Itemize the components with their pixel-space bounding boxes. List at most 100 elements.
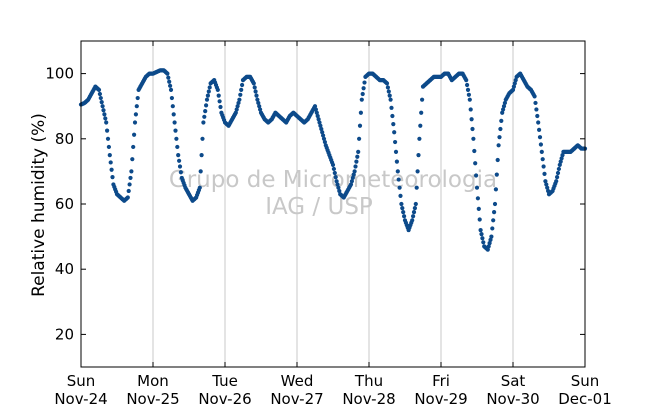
data-point [103, 116, 108, 121]
data-point [488, 237, 493, 242]
x-tick-day-label: Sun [571, 372, 600, 390]
x-tick-day-label: Sun [67, 372, 96, 390]
data-point [412, 205, 417, 211]
data-point [322, 139, 327, 145]
data-point [532, 94, 537, 99]
data-point [200, 136, 205, 141]
data-point [330, 162, 336, 167]
data-point [233, 110, 238, 115]
data-point [560, 153, 565, 158]
data-point [394, 159, 399, 164]
data-point [386, 89, 391, 94]
data-point [361, 86, 366, 91]
data-point [348, 182, 354, 187]
data-point [362, 80, 367, 85]
data-point [510, 87, 516, 92]
data-point [197, 185, 202, 190]
data-point [501, 107, 506, 112]
data-point [384, 81, 390, 86]
data-point [167, 79, 172, 84]
data-point [500, 110, 505, 115]
data-point [100, 104, 105, 109]
data-point [105, 128, 110, 133]
data-point [215, 87, 220, 92]
data-point [201, 120, 206, 125]
data-point [416, 153, 421, 158]
data-point [204, 97, 210, 102]
data-point [239, 87, 244, 92]
data-point [537, 127, 542, 132]
data-point [494, 172, 499, 177]
x-tick-day-label: Thu [354, 372, 383, 390]
data-point [134, 104, 139, 109]
data-point [473, 161, 478, 166]
data-point [236, 100, 241, 106]
y-tick-label: 40 [55, 260, 74, 278]
data-point [174, 136, 179, 141]
data-point [173, 128, 178, 133]
data-point [358, 110, 363, 115]
data-point [497, 135, 502, 140]
data-point [465, 87, 471, 92]
data-point [489, 234, 494, 239]
x-tick-day-label: Wed [281, 372, 314, 390]
data-point [469, 117, 474, 122]
data-point [99, 100, 104, 105]
data-point [392, 130, 397, 135]
x-tick-date-label: Nov-28 [342, 390, 395, 408]
data-point [385, 85, 390, 90]
data-point [132, 120, 138, 125]
data-point [175, 144, 180, 150]
data-point [352, 169, 357, 174]
data-point [135, 95, 140, 101]
data-point [333, 175, 338, 180]
data-point [258, 107, 263, 112]
data-point [321, 136, 327, 141]
data-point [109, 167, 114, 172]
data-point [387, 93, 392, 98]
data-point [110, 175, 115, 180]
data-point [334, 179, 339, 184]
x-tick-day-label: Fri [432, 372, 450, 390]
x-tick-date-label: Nov-25 [126, 390, 179, 408]
data-point [319, 126, 324, 132]
data-point [492, 210, 497, 215]
data-point [485, 247, 490, 252]
data-point [393, 139, 398, 145]
data-point [391, 122, 396, 127]
data-point [396, 177, 401, 182]
data-point [486, 244, 491, 249]
data-point [168, 87, 174, 92]
data-point [166, 75, 171, 80]
data-point [312, 104, 318, 109]
data-point [411, 210, 417, 215]
data-point [360, 91, 365, 97]
data-point [102, 112, 107, 117]
data-point [203, 108, 208, 114]
data-point [492, 201, 498, 207]
data-point [169, 95, 174, 101]
data-point [559, 156, 564, 161]
data-point [353, 164, 358, 169]
data-point [237, 97, 242, 102]
data-point [393, 149, 399, 154]
data-point [105, 136, 111, 141]
data-point [130, 157, 135, 162]
data-point [539, 149, 544, 154]
data-point [106, 144, 111, 150]
data-point [205, 93, 210, 98]
data-point [555, 175, 560, 180]
data-point [131, 144, 136, 150]
data-point [545, 185, 550, 190]
data-point [512, 81, 517, 86]
data-point [389, 105, 394, 110]
data-point [471, 136, 476, 141]
data-point [542, 171, 547, 176]
data-point [104, 120, 109, 125]
data-point [176, 153, 181, 158]
data-point [170, 104, 175, 109]
data-point [554, 179, 559, 184]
data-point [359, 97, 364, 102]
data-point [171, 112, 176, 117]
x-tick-day-label: Sat [501, 372, 526, 390]
